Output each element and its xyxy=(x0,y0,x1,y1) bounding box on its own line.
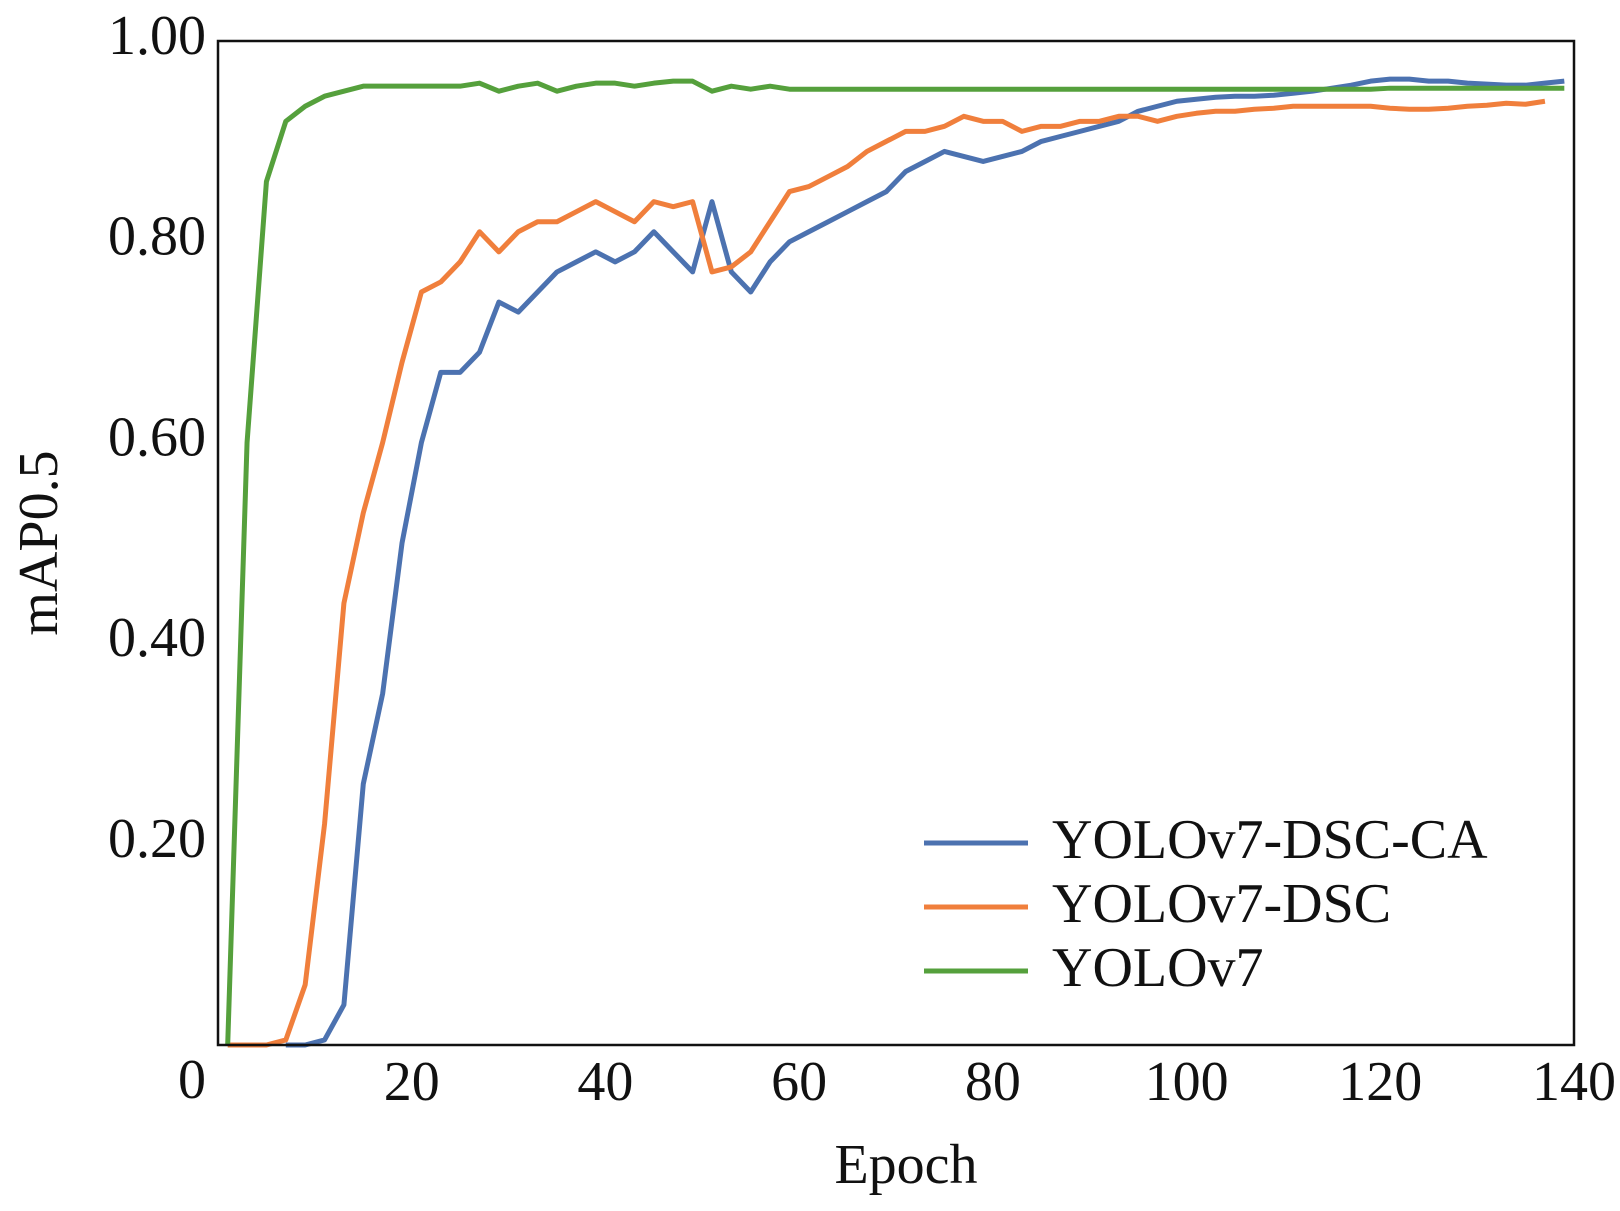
data-line xyxy=(285,76,1565,1048)
y-tick-label: 0.80 xyxy=(108,206,206,268)
x-tick-label: 120 xyxy=(1338,1051,1422,1113)
x-tick-label: 140 xyxy=(1532,1051,1616,1113)
legend-label: YOLOv7 xyxy=(1052,937,1264,999)
y-tick-label: 0.40 xyxy=(108,607,206,669)
x-tick-label: 80 xyxy=(965,1051,1021,1113)
x-tick-label: 100 xyxy=(1145,1051,1229,1113)
data-line xyxy=(227,98,1546,1048)
legend-label: YOLOv7-DSC xyxy=(1052,873,1391,935)
y-axis-label: mAP0.5 xyxy=(8,450,70,635)
plot-frame xyxy=(216,39,1576,1047)
x-tick-label: 40 xyxy=(577,1051,633,1113)
x-tick-label: 60 xyxy=(771,1051,827,1113)
y-tick-label: 0.60 xyxy=(108,406,206,468)
y-tick-label: 1.00 xyxy=(108,5,206,67)
data-line xyxy=(225,78,1565,1046)
x-axis-label: Epoch xyxy=(834,1134,977,1196)
y-tick-label: 0.20 xyxy=(108,808,206,870)
x-tick-label: 20 xyxy=(384,1051,440,1113)
legend-label: YOLOv7-DSC-CA xyxy=(1052,809,1488,871)
y-tick-label: 0 xyxy=(178,1049,206,1111)
